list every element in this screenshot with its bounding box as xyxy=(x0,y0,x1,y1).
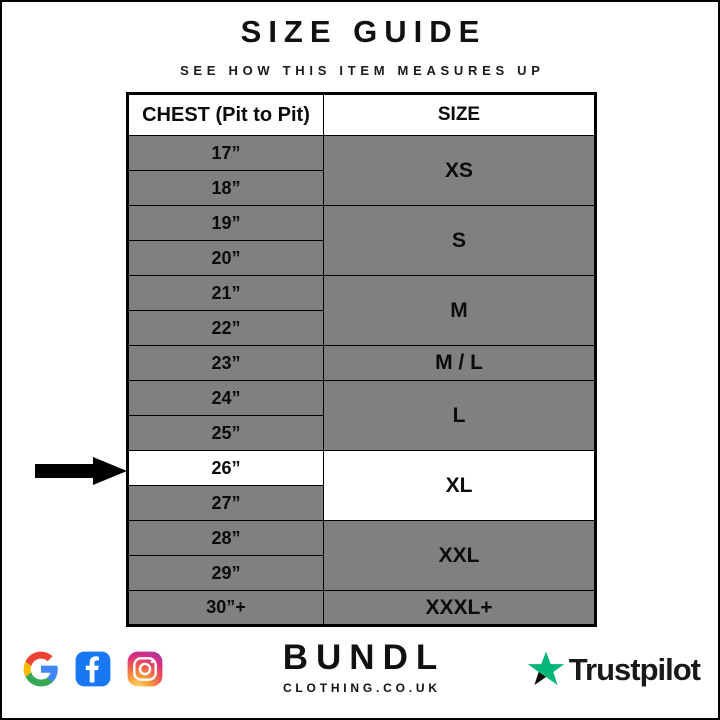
column-header-chest: CHEST (Pit to Pit) xyxy=(127,93,324,136)
table-row: 30”+ XXXL+ xyxy=(127,590,596,626)
social-links xyxy=(22,650,164,688)
chest-measurement-cell: 19” xyxy=(127,205,324,241)
size-label-cell: L xyxy=(323,380,596,451)
size-label-cell: XXL xyxy=(323,520,596,591)
chest-measurement-cell: 22” xyxy=(127,310,324,346)
chest-measurement-cell: 25” xyxy=(127,415,324,451)
trustpilot-wordmark: Trustpilot xyxy=(568,651,701,687)
page-title: SIZE GUIDE xyxy=(240,14,487,49)
chest-measurement-cell: 23” xyxy=(127,345,324,381)
table-row: 21” M xyxy=(127,275,596,346)
chest-measurement-cell: 21” xyxy=(127,275,324,311)
size-label-cell: M xyxy=(323,275,596,346)
size-label-cell: XXXL+ xyxy=(323,590,596,626)
size-table-wrapper: CHEST (Pit to Pit) SIZE 17” XS 18” 19” S 20” 2… xyxy=(126,92,597,627)
table-row: 19” S xyxy=(127,205,596,276)
chest-measurement-cell: 18” xyxy=(127,170,324,206)
chest-measurement-cell: 27” xyxy=(127,485,324,521)
table-row: 20” xyxy=(127,240,596,276)
chest-measurement-cell: 20” xyxy=(127,240,324,276)
chest-measurement-cell: 28” xyxy=(127,520,324,556)
brand-domain: CLOTHING.CO.UK xyxy=(282,681,441,695)
size-label-cell: S xyxy=(323,205,596,276)
brand-name: BUNDL xyxy=(282,638,446,677)
table-row: 18” xyxy=(127,170,596,206)
column-header-size: SIZE xyxy=(323,93,596,136)
right-arrow-icon xyxy=(35,457,127,485)
table-row: 17” XS xyxy=(127,135,596,206)
table-row: 26” XL xyxy=(127,450,596,521)
google-icon[interactable] xyxy=(22,650,60,688)
size-table-head: CHEST (Pit to Pit) SIZE xyxy=(127,93,596,136)
table-row: 27” xyxy=(127,485,596,521)
chest-measurement-cell: 30”+ xyxy=(127,590,324,626)
page-subtitle: SEE HOW THIS ITEM MEASURES UP xyxy=(180,62,545,78)
size-label-cell: M / L xyxy=(323,345,596,381)
size-label-cell: XL xyxy=(323,450,596,521)
chest-measurement-cell: 29” xyxy=(127,555,324,591)
table-row: 25” xyxy=(127,415,596,451)
instagram-icon[interactable] xyxy=(126,650,164,688)
page-footer: BUNDL CLOTHING.CO.UK Trustpilot xyxy=(2,628,718,708)
brand-logo: BUNDL CLOTHING.CO.UK xyxy=(275,640,445,695)
table-row: 24” L xyxy=(127,380,596,451)
size-table-body: 17” XS 18” 19” S 20” 21” M 22” 23” M / L 24” L 25” 26”… xyxy=(127,135,596,626)
facebook-icon[interactable] xyxy=(74,650,112,688)
page-header: SIZE GUIDE SEE HOW THIS ITEM MEASURES UP xyxy=(2,2,718,78)
table-header-row: CHEST (Pit to Pit) SIZE xyxy=(127,93,596,136)
table-row: 29” xyxy=(127,555,596,591)
trustpilot-star-icon xyxy=(527,650,565,688)
chest-measurement-cell: 26” xyxy=(127,450,324,486)
size-label-cell: XS xyxy=(323,135,596,206)
chest-measurement-cell: 24” xyxy=(127,380,324,416)
table-row: 23” M / L xyxy=(127,345,596,381)
chest-measurement-cell: 17” xyxy=(127,135,324,171)
size-table: CHEST (Pit to Pit) SIZE 17” XS 18” 19” S 20” 2… xyxy=(126,92,597,627)
table-row: 28” XXL xyxy=(127,520,596,591)
trustpilot-logo[interactable]: Trustpilot xyxy=(527,650,701,688)
